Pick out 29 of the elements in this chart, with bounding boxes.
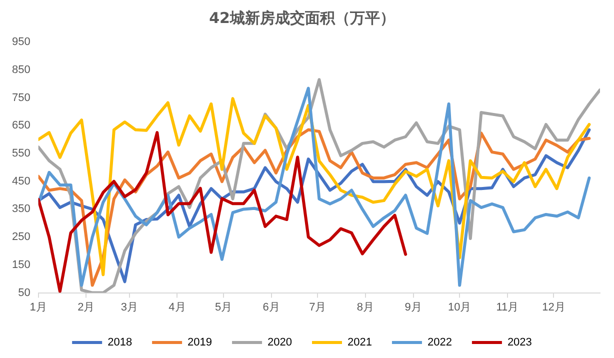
x-tick-label: 12月 (542, 301, 566, 314)
y-tick-label: 450 (12, 175, 30, 188)
x-tick-label: 9月 (404, 301, 422, 314)
x-tick-label: 10月 (448, 301, 472, 314)
y-tick-label: 950 (12, 36, 30, 48)
legend-label: 2023 (507, 336, 532, 349)
chart-title: 42城新房成交面积（万平） (209, 8, 395, 27)
legend-label: 2021 (348, 336, 372, 349)
x-tick-label: 3月 (120, 301, 138, 314)
y-tick-label: 550 (12, 148, 30, 160)
x-tick-label: 1月 (30, 301, 47, 314)
x-tick-label: 8月 (356, 301, 374, 314)
y-tick-label: 850 (12, 64, 30, 76)
legend-label: 2020 (268, 336, 292, 349)
x-tick-label: 2月 (78, 301, 95, 314)
x-tick-label: 11月 (496, 301, 519, 314)
x-tick-label: 5月 (214, 301, 232, 314)
legend-label: 2019 (188, 336, 212, 349)
y-tick-label: 350 (12, 203, 30, 216)
y-tick-label: 150 (12, 258, 30, 271)
y-tick-label: 750 (12, 92, 30, 104)
x-tick-label: 4月 (168, 301, 186, 314)
x-tick-label: 6月 (262, 301, 280, 314)
legend-label: 2022 (427, 336, 452, 349)
x-tick-label: 7月 (309, 301, 326, 314)
y-tick-label: 250 (12, 231, 30, 244)
y-tick-label: 50 (18, 286, 30, 299)
y-tick-label: 650 (12, 120, 30, 132)
legend-label: 2018 (108, 336, 132, 349)
